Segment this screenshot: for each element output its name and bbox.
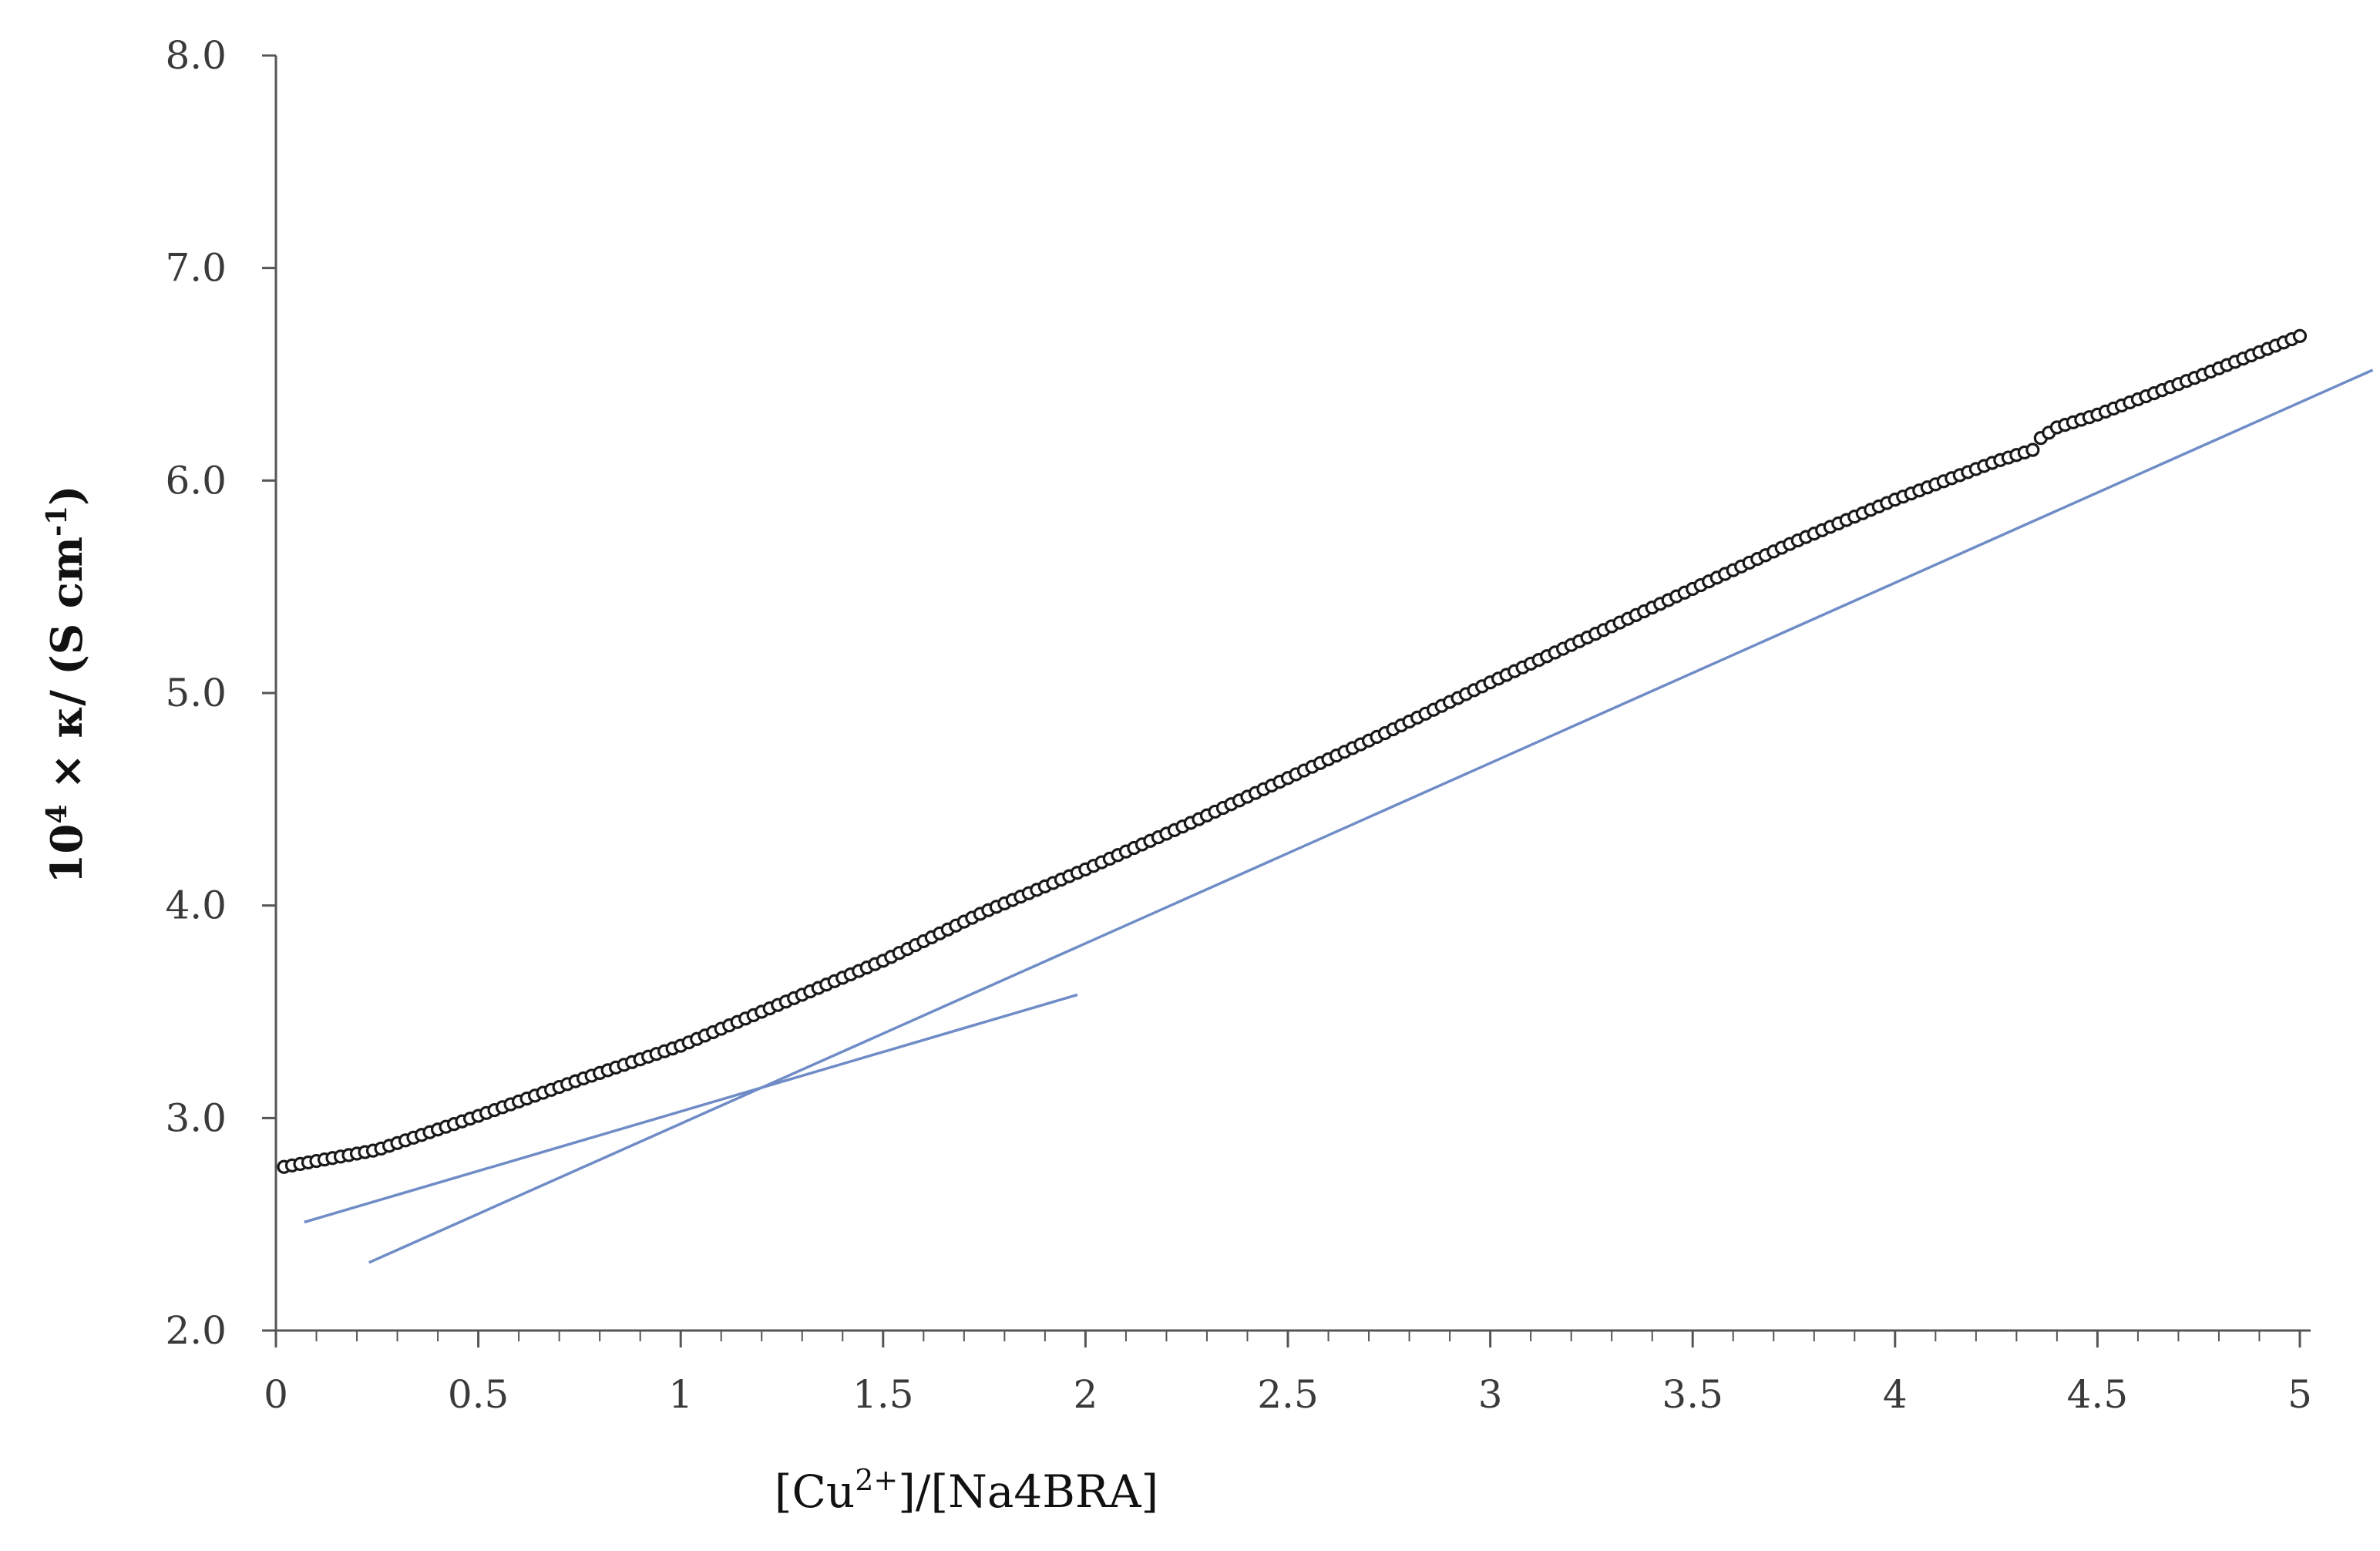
fit-line-1 [304,993,1078,1224]
x-tick-label: 0.5 [448,1372,509,1417]
x-tick-label: 3.5 [1662,1372,1723,1417]
x-axis-title-prefix: [Cu [775,1465,855,1518]
y-axis-title-middle: × κ/ (S cm [42,537,92,805]
y-tick-label: 7.0 [165,246,227,291]
x-tick-label: 1.5 [852,1372,914,1417]
y-ticks: 2.0 3.0 4.0 5.0 6.0 7.0 8.0 [165,33,276,1353]
x-tick-label: 4 [1883,1372,1908,1417]
y-tick-label: 4.0 [165,883,227,928]
y-tick-label: 8.0 [165,33,227,78]
y-axis-title-sup2: -1 [41,506,73,537]
axes-layer: 2.0 3.0 4.0 5.0 6.0 7.0 8.0 0 0.5 1 1.5 2 2.5 3 3.5 4 4… [165,33,2311,1417]
series-layer [277,328,2374,1264]
fit-line-2 [368,368,2374,1264]
x-axis-title-suffix: ]/[Na4BRA] [898,1465,1158,1518]
x-tick-label: 1 [668,1372,693,1417]
x-tick-label: 0 [264,1372,288,1417]
y-tick-label: 3.0 [165,1095,227,1140]
x-tick-label: 4.5 [2067,1372,2129,1417]
x-tick-label: 2.5 [1257,1372,1319,1417]
y-axis-title-suffix: ) [42,485,92,506]
x-tick-label: 2 [1073,1372,1098,1417]
x-tick-label: 3 [1478,1372,1503,1417]
x-tick-label: 5 [2288,1372,2312,1417]
y-axis-title-sup1: 4 [41,805,73,824]
x-axis-title-sup: 2+ [855,1463,898,1497]
x-ticks: 0 0.5 1 1.5 2 2.5 3 3.5 4 4.5 5 [264,1331,2312,1417]
x-axis-title: [Cu2+]/[Na4BRA] [775,1463,1158,1518]
marker-series [277,328,2308,1174]
y-tick-label: 6.0 [165,458,227,503]
data-point [2025,442,2040,457]
data-point [2292,328,2308,343]
y-axis-title: 104 × κ/ (S cm-1) [41,485,92,883]
y-axis-title-base: 10 [42,824,92,884]
y-tick-label: 5.0 [165,671,227,715]
y-tick-label: 2.0 [165,1308,227,1353]
plot-area [277,328,2374,1264]
